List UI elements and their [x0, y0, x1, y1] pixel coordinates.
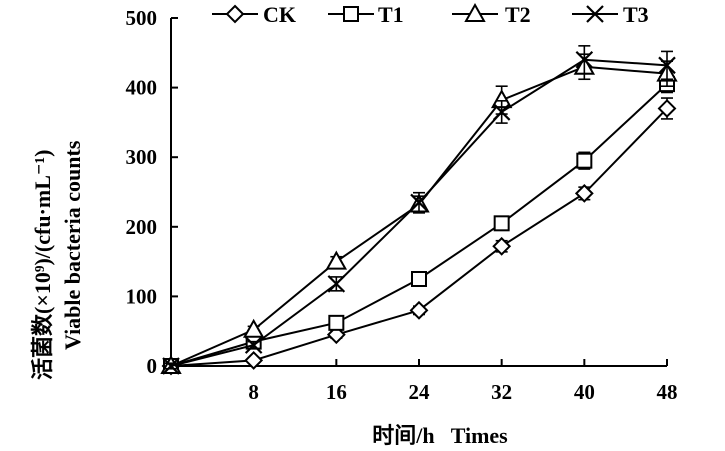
data-point [574, 183, 594, 203]
x-tick-label: 16 [326, 380, 347, 404]
data-point [328, 314, 345, 331]
legend-label: T2 [505, 2, 531, 27]
data-point [658, 56, 676, 75]
data-point [325, 250, 348, 270]
legend-item-t3: T3 [572, 2, 649, 27]
legend-marker [586, 5, 604, 23]
data-point [410, 193, 428, 212]
data-point [244, 336, 263, 354]
y-tick-label: 300 [126, 145, 158, 169]
y-axis-title: 活菌数(×10⁹)/(cfu·mL⁻¹) Viable bacteria cou… [30, 140, 85, 380]
legend-marker [225, 4, 245, 24]
data-point [492, 236, 512, 256]
legend: CK T1 T2 T3 [212, 2, 649, 27]
legend-label: T1 [378, 2, 404, 27]
legend-marker [464, 2, 486, 22]
data-point [409, 300, 429, 320]
axes: 0 100 200 300 400 500 8 16 24 32 40 48 [126, 6, 678, 404]
data-point [576, 152, 593, 169]
series-t3 [162, 45, 676, 375]
data-point [575, 50, 594, 69]
legend-marker [343, 6, 359, 22]
series-layer [160, 45, 678, 376]
x-tick-label: 8 [248, 380, 259, 404]
y-axis-title-line2: Viable bacteria counts [60, 140, 85, 350]
data-point [493, 215, 510, 232]
series-t1 [163, 74, 675, 374]
data-point [327, 275, 346, 293]
legend-item-ck: CK [212, 2, 296, 27]
data-point [411, 271, 427, 287]
x-tick-label: 32 [491, 380, 512, 404]
data-point [162, 357, 180, 375]
data-point [657, 99, 677, 118]
legend-item-t2: T2 [452, 2, 531, 27]
series-line-t2 [170, 65, 668, 367]
y-tick-label: 500 [126, 6, 158, 30]
series-t2 [160, 53, 678, 374]
legend-item-t1: T1 [328, 2, 404, 27]
legend-label: T3 [623, 2, 649, 27]
series-line-ck [170, 107, 668, 367]
data-point [492, 103, 511, 121]
y-tick-label: 200 [126, 215, 158, 239]
data-point [242, 318, 265, 338]
y-tick-label: 100 [126, 284, 158, 308]
y-tick-label: 400 [126, 76, 158, 100]
data-point [244, 351, 264, 370]
y-tick-label: 0 [147, 354, 158, 378]
x-tick-label: 48 [657, 380, 678, 404]
series-line-t1 [170, 83, 668, 367]
y-axis-title-line1: 活菌数(×10⁹)/(cfu·mL⁻¹) [30, 150, 55, 380]
legend-label: CK [263, 2, 296, 27]
x-tick-label: 40 [574, 380, 595, 404]
x-tick-label: 24 [409, 380, 431, 404]
series-ck [161, 97, 677, 376]
x-axis-title: 时间/h Times [372, 423, 508, 448]
